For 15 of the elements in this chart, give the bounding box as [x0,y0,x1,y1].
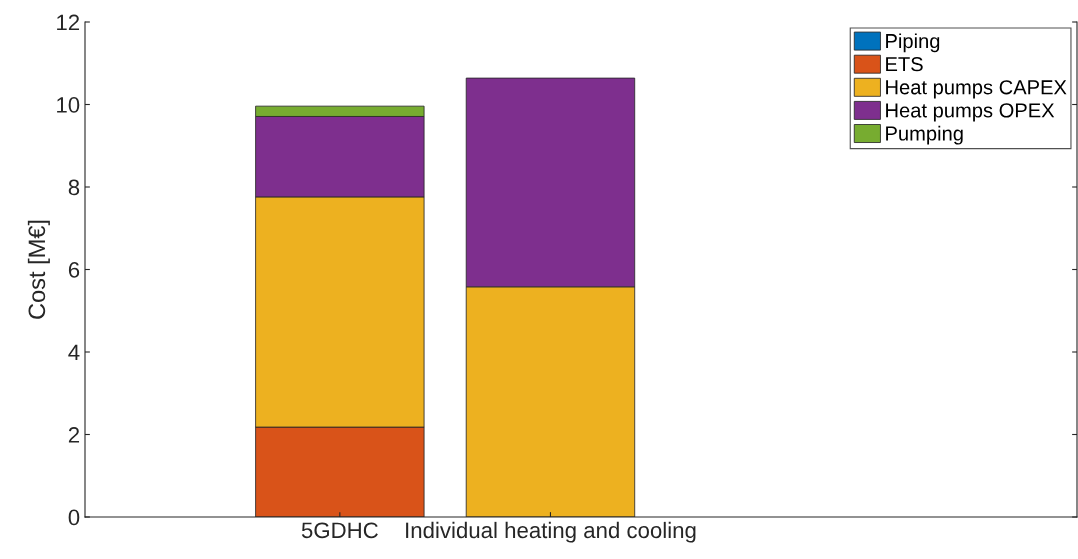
legend-label: Heat pumps CAPEX [886,80,1067,99]
legend-label: Pumping [886,125,963,145]
y-tick-label: 12 [57,14,80,31]
y-tick-label: 4 [68,344,80,361]
x-tick-label: 5GDHC [301,522,378,539]
legend-label: Piping [886,33,940,53]
y-axis-title: Cost [M€] [27,220,50,319]
y-tick-label: 6 [68,262,80,278]
legend-label: Heat pumps OPEX [886,103,1055,122]
y-tick-label: 0 [68,509,80,526]
y-tick-label: 10 [57,97,80,113]
y-tick-label: 8 [68,179,80,196]
y-tick-label: 2 [68,427,80,443]
x-tick-label: Individual heating and cooling [406,521,696,543]
legend-label: ETS [886,57,923,72]
